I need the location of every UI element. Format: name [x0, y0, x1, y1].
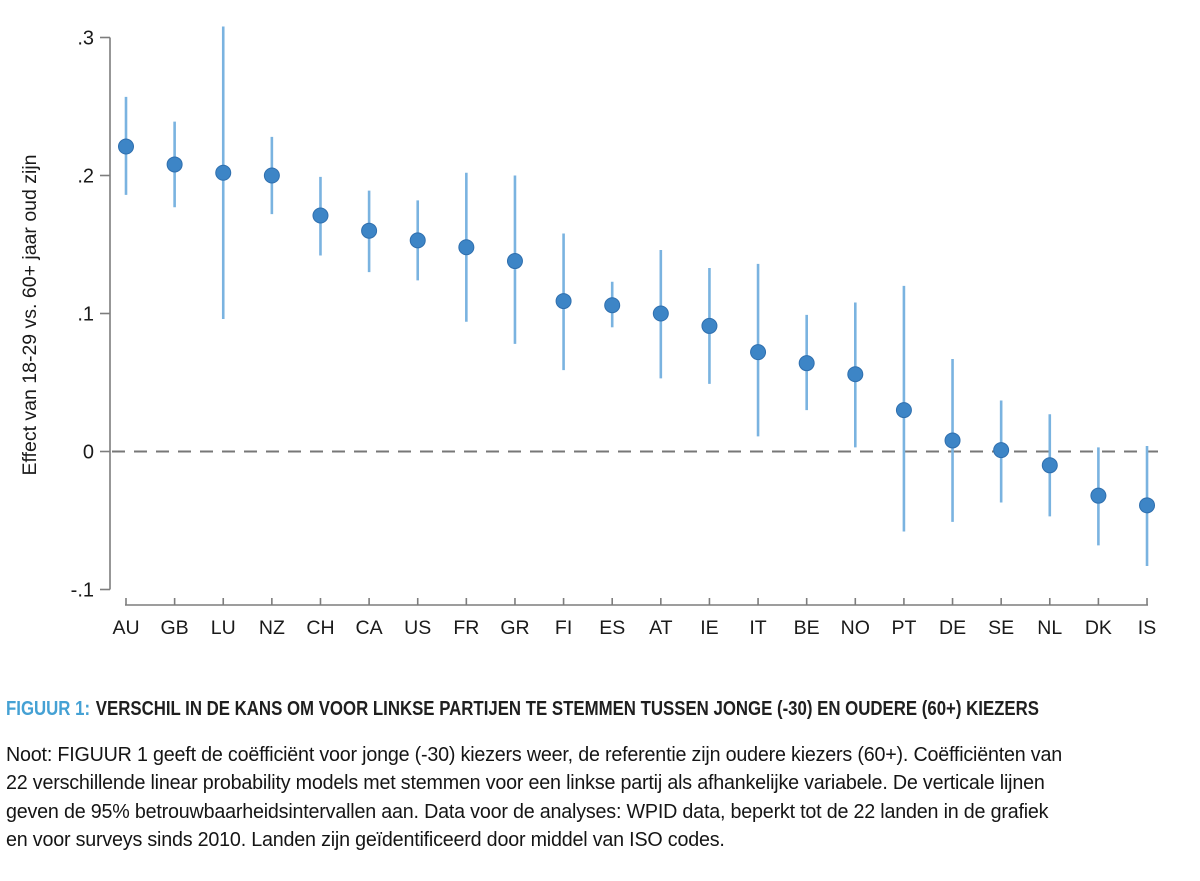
- y-tick-label-.1: .1: [77, 304, 94, 326]
- x-tick-label-ES: ES: [599, 617, 625, 639]
- dot-DK: [1090, 487, 1107, 504]
- dot-LU: [215, 164, 232, 181]
- coefficient-plot: .3 .2 .1 0 -.1 Effect van 18-29 vs. 60+ jaar …: [19, 26, 1158, 639]
- x-tick-label-IT: IT: [749, 617, 766, 639]
- x-tick-label-US: US: [404, 617, 431, 639]
- x-tick-label-DE: DE: [939, 617, 966, 639]
- x-tick-label-NL: NL: [1037, 617, 1062, 639]
- dot-AT: [652, 305, 669, 322]
- dot-IT: [750, 344, 767, 361]
- x-tick-label-IS: IS: [1138, 617, 1156, 639]
- note-line-2: 22 verschillende linear probability mode…: [6, 772, 1045, 795]
- figure-note: Noot: FIGUUR 1 geeft de coëfficiënt voor…: [6, 741, 1180, 854]
- dot-ES: [604, 297, 621, 314]
- note-line-3: geven de 95% betrouwbaarheidsintervallen…: [6, 800, 1049, 823]
- x-tick-label-AT: AT: [649, 617, 673, 639]
- dot-AU: [118, 138, 134, 155]
- x-tick-label-CH: CH: [306, 617, 334, 639]
- x-tick-label-SE: SE: [988, 617, 1014, 639]
- y-tick-label-.2: .2: [77, 166, 94, 188]
- y-axis-title: Effect van 18-29 vs. 60+ jaar oud zijn: [19, 154, 41, 475]
- x-tick-label-PT: PT: [891, 617, 916, 639]
- x-tick-label-FR: FR: [453, 617, 479, 639]
- x-tick-label-CA: CA: [356, 617, 383, 639]
- dot-FR: [458, 239, 475, 256]
- dot-BE: [798, 355, 815, 372]
- x-tick-label-AU: AU: [112, 617, 139, 639]
- dot-NO: [847, 366, 864, 383]
- dot-CH: [312, 207, 329, 224]
- dot-GR: [506, 253, 523, 270]
- dot-CA: [361, 222, 378, 239]
- dot-SE: [993, 442, 1010, 459]
- dot-FI: [555, 293, 572, 310]
- dot-IS: [1139, 497, 1156, 514]
- x-tick-label-GB: GB: [161, 617, 189, 639]
- y-tick-label-.3: .3: [77, 28, 94, 50]
- figure-label: FIGUUR 1:: [6, 697, 91, 720]
- figure-caption: FIGUUR 1: VERSCHIL IN DE KANS OM VOOR LIN…: [6, 697, 1039, 721]
- dot-GB: [166, 156, 183, 173]
- figure-title: VERSCHIL IN DE KANS OM VOOR LINKSE PARTI…: [95, 697, 1040, 720]
- x-tick-label-DK: DK: [1085, 617, 1112, 639]
- y-tick-label--.1: -.1: [71, 580, 94, 602]
- dot-NL: [1041, 457, 1058, 474]
- note-line-4: en voor surveys sinds 2010. Landen zijn …: [6, 828, 725, 851]
- y-tick-label-0: 0: [83, 442, 94, 464]
- x-tick-label-LU: LU: [211, 617, 236, 639]
- dot-DE: [944, 432, 961, 449]
- x-tick-label-FI: FI: [555, 617, 572, 639]
- dot-US: [409, 232, 426, 249]
- x-tick-label-BE: BE: [794, 617, 820, 639]
- chart-area: .3 .2 .1 0 -.1 Effect van 18-29 vs. 60+ jaar …: [19, 26, 1158, 639]
- x-tick-label-IE: IE: [700, 617, 718, 639]
- note-line-1: Noot: FIGUUR 1 geeft de coëfficiënt voor…: [6, 744, 1062, 766]
- x-tick-label-GR: GR: [500, 617, 529, 639]
- x-tick-label-NZ: NZ: [259, 617, 285, 639]
- dot-IE: [701, 317, 718, 334]
- x-tick-label-NO: NO: [841, 617, 870, 639]
- dot-PT: [895, 402, 912, 419]
- dot-NZ: [263, 167, 280, 184]
